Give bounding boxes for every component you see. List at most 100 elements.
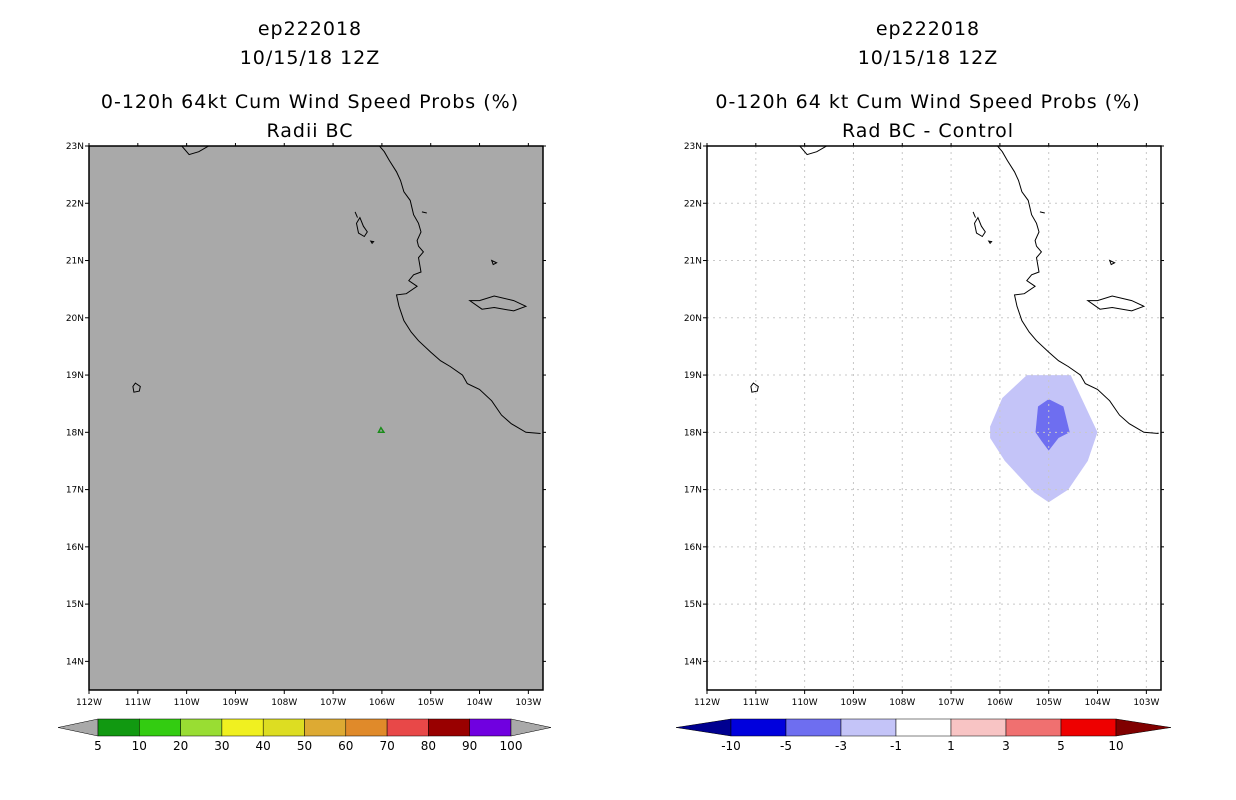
colorbar-label: 90 [462, 739, 477, 753]
colorbar-swatch [221, 718, 264, 737]
x-tick-label: 104W [466, 698, 492, 708]
colorbar-label: -1 [890, 739, 902, 753]
colorbar-swatch [262, 718, 305, 737]
left-title-storm-id: ep222018 [257, 18, 363, 40]
y-tick-label: 15N [684, 600, 702, 610]
coastline [379, 146, 541, 434]
x-tick-label: 105W [1036, 698, 1062, 708]
x-tick-label: 105W [418, 698, 444, 708]
colorbar-label: -5 [780, 739, 792, 753]
x-tick-label: 110W [792, 698, 818, 708]
map-frame [706, 145, 1162, 691]
island-outline [354, 211, 358, 218]
island-outline [972, 211, 976, 218]
x-tick-label: 111W [125, 698, 151, 708]
x-tick-label: 112W [76, 698, 102, 708]
colorbar-swatch [345, 718, 388, 737]
island-outline [181, 146, 210, 156]
colorbar-swatch [1005, 718, 1062, 737]
colorbar-swatch [386, 718, 429, 737]
right-map: 112W 111W 110W 109W 108W 107W 106W 105W 104W 103W… [684, 142, 1164, 708]
colorbar-swatch [139, 718, 181, 737]
colorbar-label: 70 [379, 739, 394, 753]
colorbar-swatch [1060, 718, 1117, 737]
colorbar-label: 20 [173, 739, 188, 753]
right-title-storm-id: ep222018 [875, 18, 981, 40]
y-tick-label: 21N [684, 257, 702, 267]
colorbar-swatch [304, 718, 347, 737]
colorbar-label: -3 [835, 739, 847, 753]
left-map: 112W 111W 110W 109W 108W 107W 106W 105W 104W 103W… [66, 142, 546, 708]
contour-5pct [377, 426, 386, 434]
colorbar-swatch [785, 718, 842, 737]
y-tick-label: 19N [66, 371, 84, 381]
y-tick-label: 14N [66, 657, 84, 667]
colorbar-label: 100 [500, 739, 523, 753]
island-outline [799, 146, 828, 156]
island-outline [750, 382, 759, 393]
map-plot-area [132, 146, 541, 434]
colorbar-label: 10 [1108, 739, 1123, 753]
left-title-product: 0-120h 64kt Cum Wind Speed Probs (%) [100, 91, 520, 113]
colorbar-label: 10 [132, 739, 147, 753]
island-outline [132, 382, 141, 393]
colorbar-swatch [428, 718, 470, 737]
colorbar-label: -10 [721, 739, 741, 753]
x-tick-label: 103W [515, 698, 541, 708]
island-outline [490, 259, 498, 266]
colorbar-arrow-right [1115, 718, 1172, 737]
colorbar-label: 50 [297, 739, 312, 753]
left-title-subtitle: Radii BC [266, 120, 354, 142]
colorbar-arrow-left [675, 718, 732, 737]
island-outline [1039, 211, 1045, 214]
colorbar-label: 40 [256, 739, 271, 753]
island-outline [369, 240, 375, 245]
colorbar-label: 5 [1057, 739, 1065, 753]
map-plot-area [707, 146, 1161, 690]
colorbar-label: 30 [214, 739, 229, 753]
y-tick-label: 17N [66, 486, 84, 496]
colorbar-arrow-left [57, 718, 99, 737]
colorbar-swatch [895, 718, 952, 737]
y-tick-label: 23N [684, 142, 702, 152]
left-colorbar: 5 10 20 30 40 50 60 70 80 90 100 [57, 718, 552, 753]
map-frame [88, 145, 544, 691]
right-title-date: 10/15/18 12Z [857, 47, 999, 69]
colorbar-swatch [840, 718, 897, 737]
x-tick-label: 110W [174, 698, 200, 708]
colorbar-swatch [97, 718, 140, 737]
map-background-gray [89, 146, 543, 690]
colorbar-swatch [180, 718, 223, 737]
left-title-date: 10/15/18 12Z [239, 47, 381, 69]
island-outline [468, 295, 528, 312]
island-outline [1086, 295, 1146, 312]
x-tick-label: 108W [889, 698, 915, 708]
y-tick-label: 16N [684, 543, 702, 553]
x-tick-label: 106W [369, 698, 395, 708]
contour-region [1035, 399, 1070, 451]
colorbar-swatch [469, 718, 512, 737]
colorbar-label: 3 [1002, 739, 1010, 753]
y-tick-label: 23N [66, 142, 84, 152]
island-outline [973, 216, 986, 238]
x-tick-label: 109W [840, 698, 866, 708]
y-tick-label: 20N [684, 314, 702, 324]
colorbar-label: 80 [421, 739, 436, 753]
y-tick-label: 22N [66, 199, 84, 209]
y-tick-label: 14N [684, 657, 702, 667]
colorbar-label: 1 [947, 739, 955, 753]
x-tick-label: 112W [694, 698, 720, 708]
colorbar-label: 60 [338, 739, 353, 753]
x-tick-label: 107W [938, 698, 964, 708]
colorbar-label: 5 [94, 739, 102, 753]
x-tick-label: 107W [320, 698, 346, 708]
y-tick-label: 21N [66, 257, 84, 267]
x-tick-label: 109W [222, 698, 248, 708]
y-tick-label: 19N [684, 371, 702, 381]
colorbar-swatch [730, 718, 787, 737]
coastline [997, 146, 1159, 434]
x-tick-label: 104W [1084, 698, 1110, 708]
y-tick-label: 15N [66, 600, 84, 610]
x-tick-label: 106W [987, 698, 1013, 708]
